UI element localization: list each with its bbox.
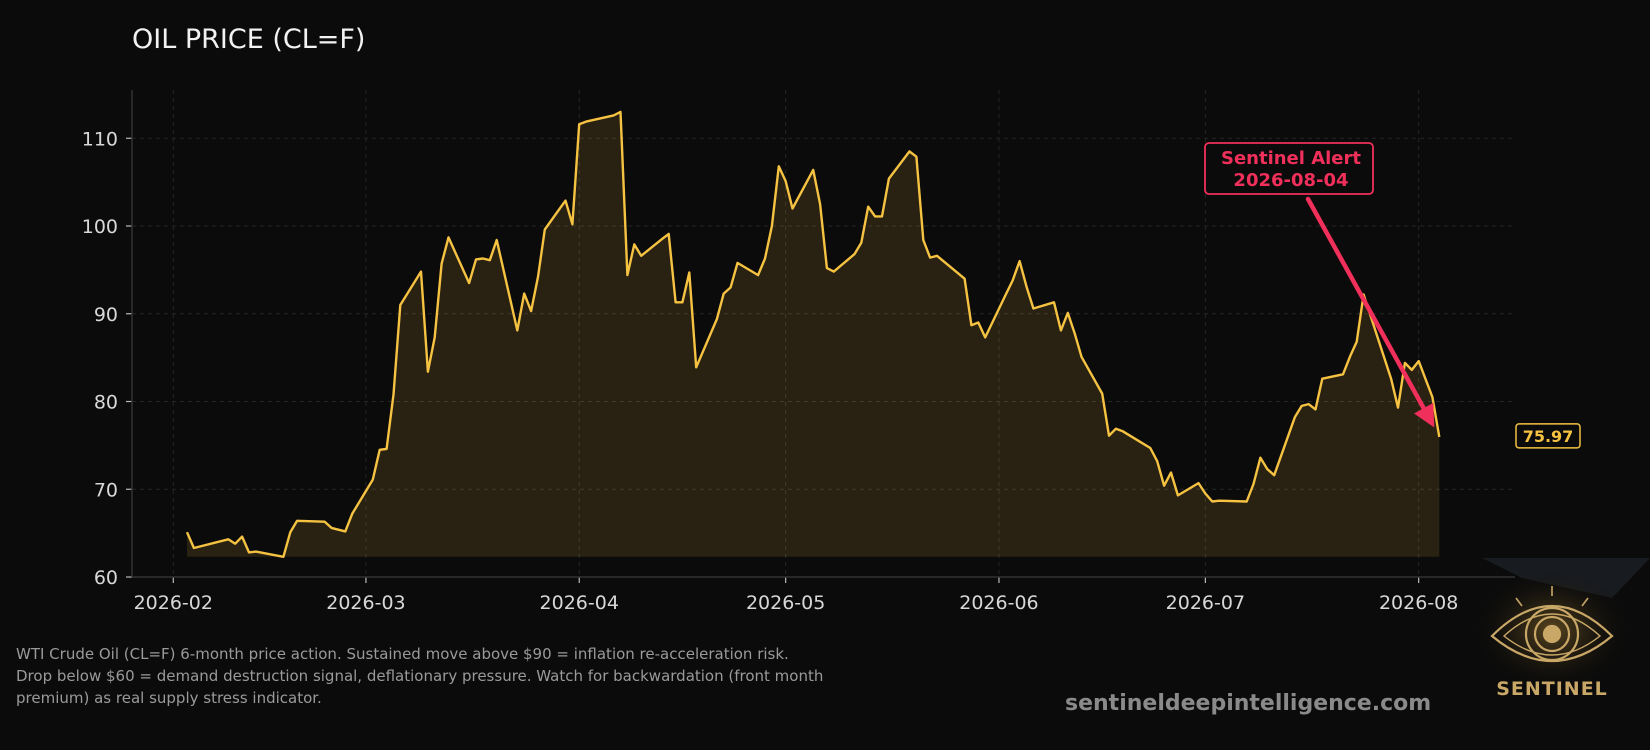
x-tick-label: 2026-02 [134,592,213,614]
y-tick-label: 100 [82,216,118,238]
alert-arrow-head [1414,402,1435,428]
caption-line-3: premium) as real supply stress indicator… [16,689,322,707]
y-tick-label: 110 [82,128,118,150]
y-tick-label: 60 [94,567,118,589]
chart-title: OIL PRICE (CL=F) [132,24,365,55]
series-area [187,111,1440,557]
eye-icon [1490,586,1614,662]
alert-label: 2026-08-04 [1233,170,1348,191]
website-link[interactable]: sentineldeepintelligence.com [1065,691,1432,716]
x-tick-label: 2026-06 [959,592,1038,614]
logo-text: SENTINEL [1496,678,1608,700]
caption-line-2: Drop below $60 = demand destruction sign… [16,667,824,685]
series-line [185,110,1441,558]
y-tick-label: 70 [94,479,118,501]
axes: 60 70 80 90 100 110 2026-02 2026-03 2026-04 2026-… [82,90,1515,614]
caption-line-1: WTI Crude Oil (CL=F) 6-month price actio… [16,645,789,663]
last-value-box [1515,423,1581,449]
x-tick-label: 2026-07 [1166,592,1245,614]
alert-box [1204,142,1374,195]
y-tick-label: 80 [94,392,118,414]
last-value-label: 75.97 [1523,427,1574,446]
y-tick-label: 90 [94,304,118,326]
caption: WTI Crude Oil (CL=F) 6-month price actio… [16,643,886,709]
x-tick-label: 2026-05 [746,592,825,614]
x-tick-label: 2026-03 [326,592,405,614]
sentinel-logo: SENTINEL [1472,558,1650,700]
last-value-badge: 75.97 [1515,423,1581,449]
series [185,110,1441,558]
x-tick-label: 2026-08 [1379,592,1458,614]
x-tick-label: 2026-04 [540,592,619,614]
alert-arrow-shaft [1305,196,1426,411]
alert-label: Sentinel Alert [1221,148,1361,169]
